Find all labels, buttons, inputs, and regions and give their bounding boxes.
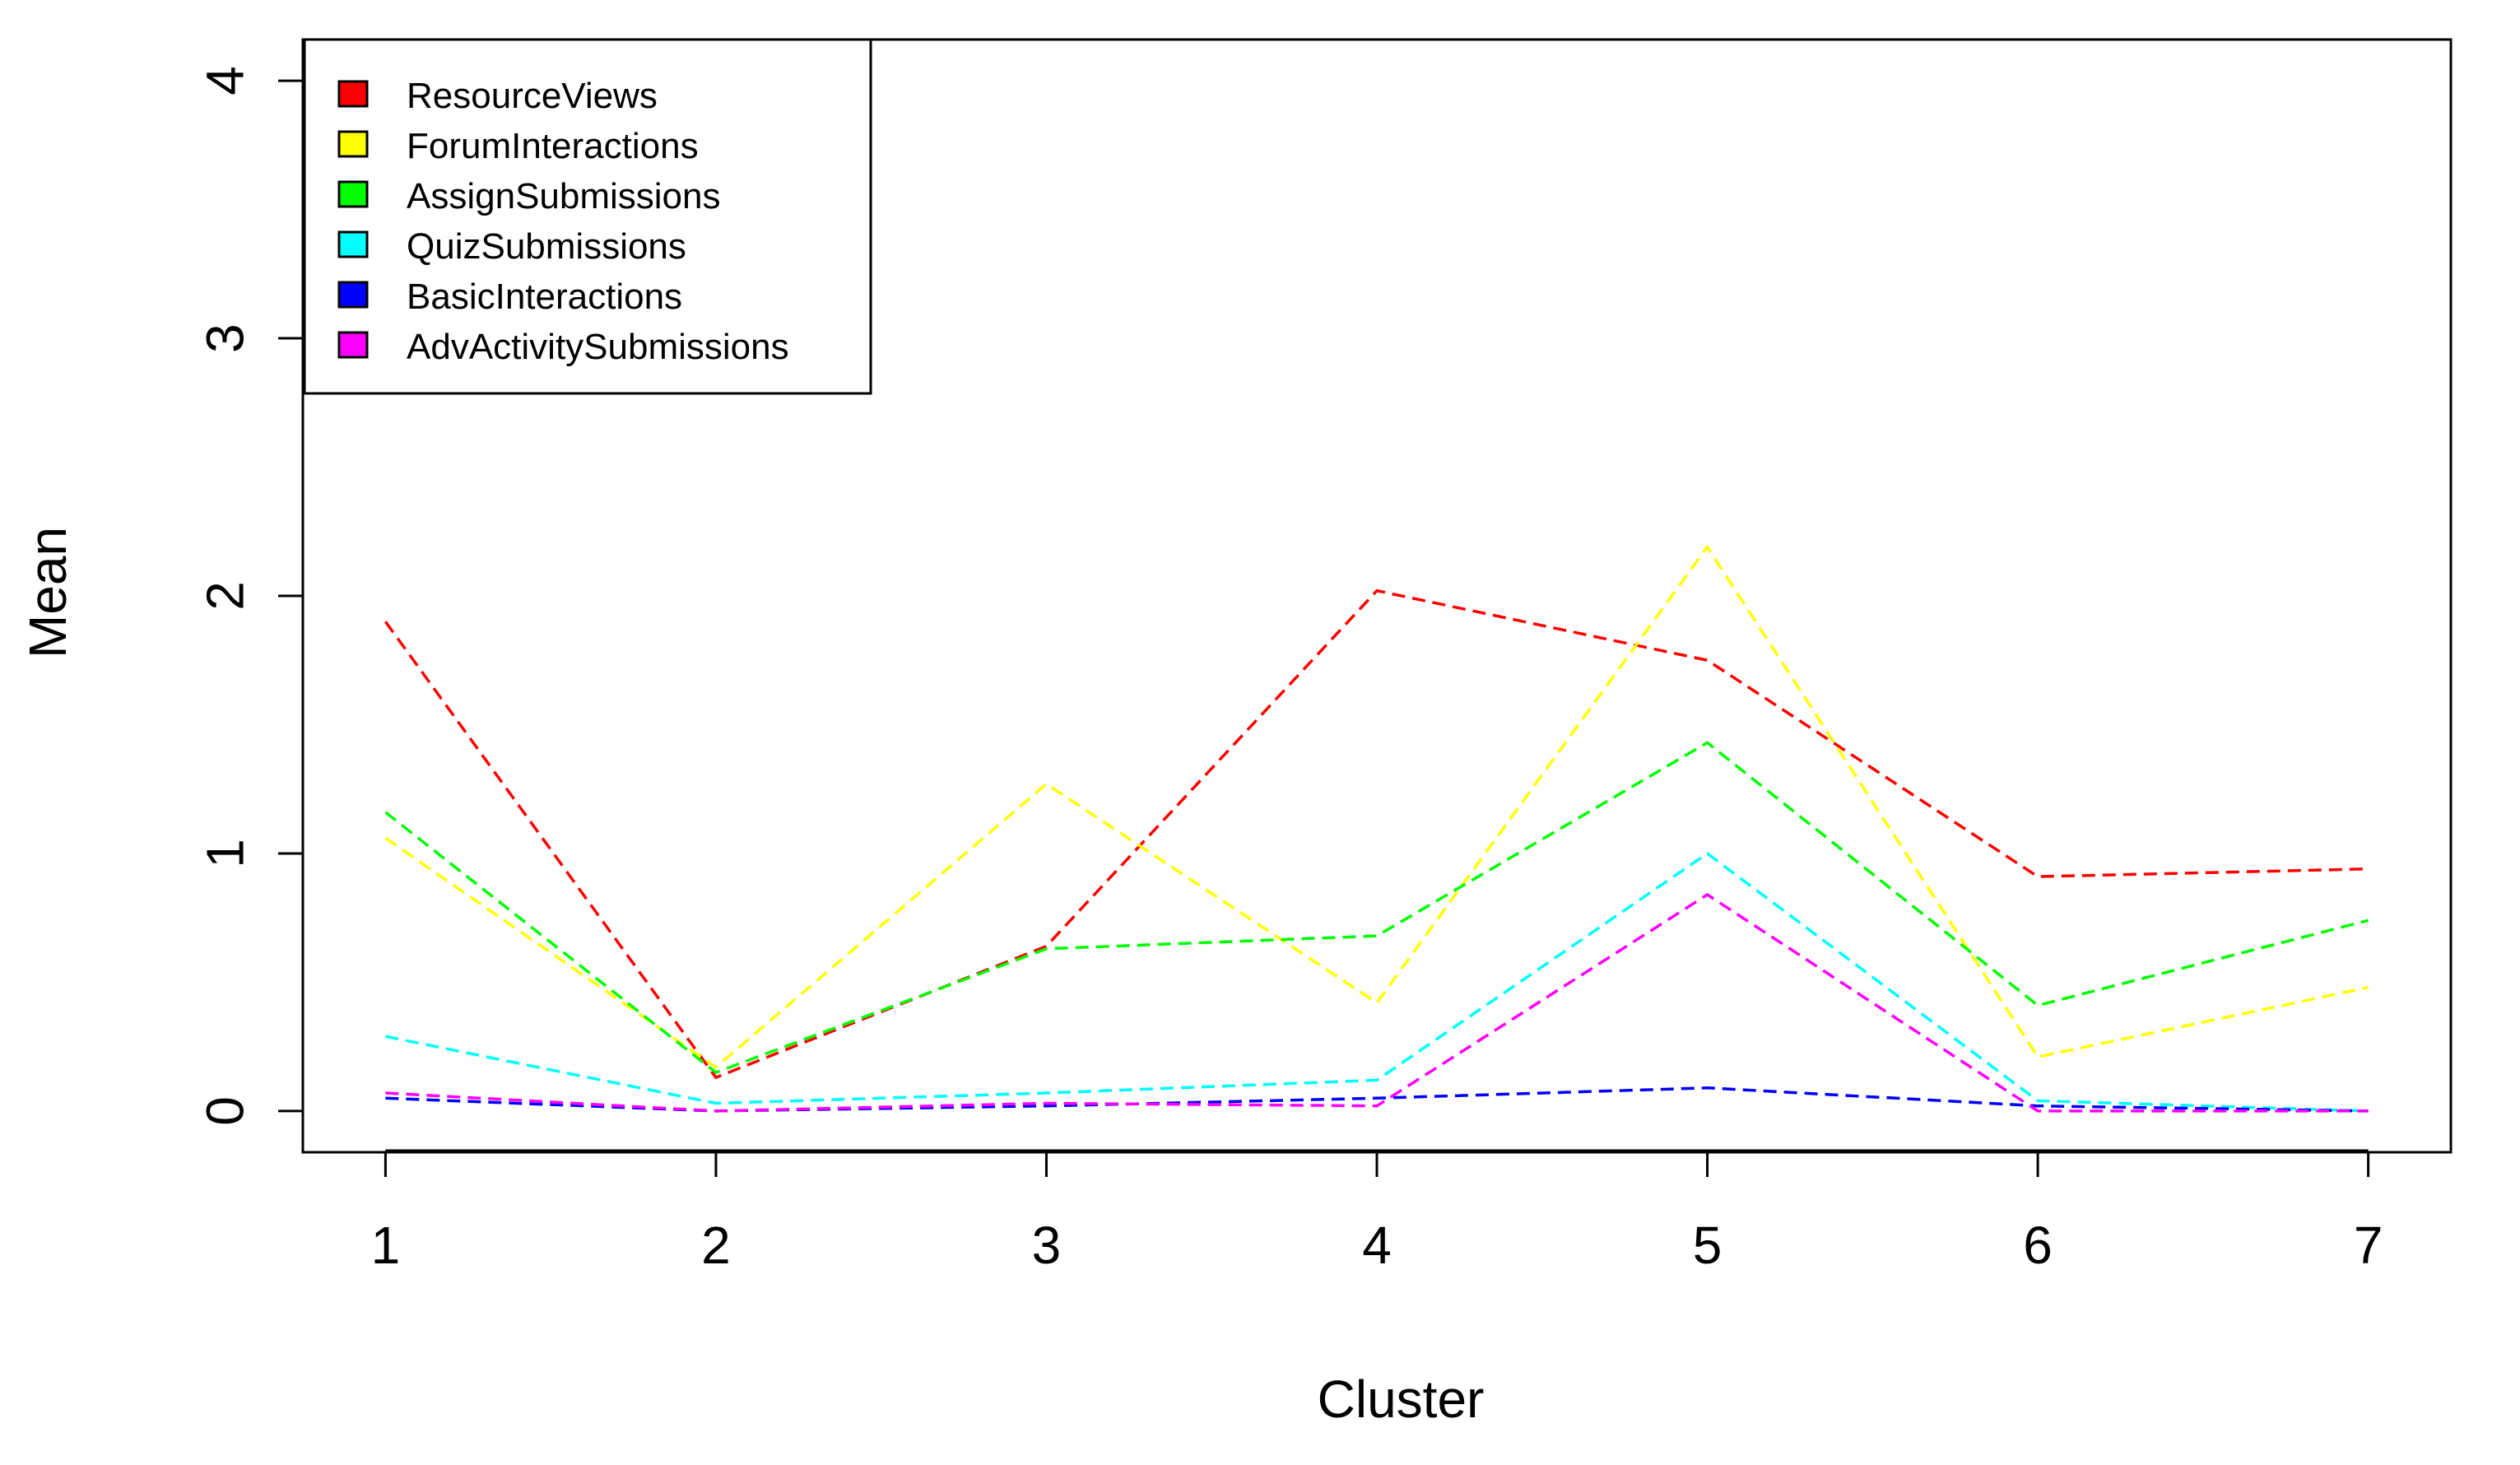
y-axis-title: Mean <box>18 527 77 658</box>
x-tick-label: 7 <box>2354 1216 2383 1275</box>
y-axis: 0 1 2 3 4 <box>195 66 305 1126</box>
legend-swatch-assignsubmissions <box>337 180 369 208</box>
x-axis-title: Cluster <box>1318 1370 1485 1429</box>
series-line-basicinteractions <box>385 1086 2369 1113</box>
x-axis: 1 2 3 4 5 6 7 <box>371 1149 2383 1275</box>
legend-label-quizsubmissions: QuizSubmissions <box>407 226 686 267</box>
y-tick-label: 0 <box>195 1096 254 1126</box>
x-tick-label: 3 <box>1032 1216 1062 1275</box>
legend-label-advactivitysubmissions: AdvActivitySubmissions <box>407 327 789 367</box>
legend: ResourceViews ForumInteractions AssignSubm… <box>303 38 872 395</box>
legend-label-resourceviews: ResourceViews <box>407 76 658 116</box>
y-tick-label: 3 <box>195 323 254 353</box>
legend-label-basicinteractions: BasicInteractions <box>407 277 682 317</box>
y-tick-label: 1 <box>195 839 254 868</box>
series-line-advactivitysubmissions <box>385 892 2369 1113</box>
series-line-assignsubmissions <box>384 741 2369 1074</box>
legend-label-foruminteractions: ForumInteractions <box>407 126 699 166</box>
legend-swatch-foruminteractions <box>337 130 369 158</box>
y-tick-label: 2 <box>195 581 254 611</box>
series-layer <box>384 544 2369 1113</box>
x-tick-label: 1 <box>371 1216 401 1275</box>
legend-box <box>303 38 872 395</box>
legend-swatch-quizsubmissions <box>337 230 369 258</box>
legend-label-assignsubmissions: AssignSubmissions <box>407 176 721 216</box>
x-tick-label: 6 <box>2023 1216 2053 1275</box>
series-line-quizsubmissions <box>385 851 2369 1113</box>
legend-swatch-resourceviews <box>337 80 369 108</box>
legend-swatch-advactivitysubmissions <box>337 331 369 359</box>
legend-swatch-basicinteractions <box>337 281 369 309</box>
series-line-resourceviews <box>384 588 2369 1080</box>
series-line-foruminteractions <box>384 544 2369 1069</box>
x-tick-label: 4 <box>1362 1216 1392 1275</box>
y-tick-label: 4 <box>195 66 254 95</box>
x-tick-label: 2 <box>701 1216 731 1275</box>
x-tick-label: 5 <box>1693 1216 1723 1275</box>
